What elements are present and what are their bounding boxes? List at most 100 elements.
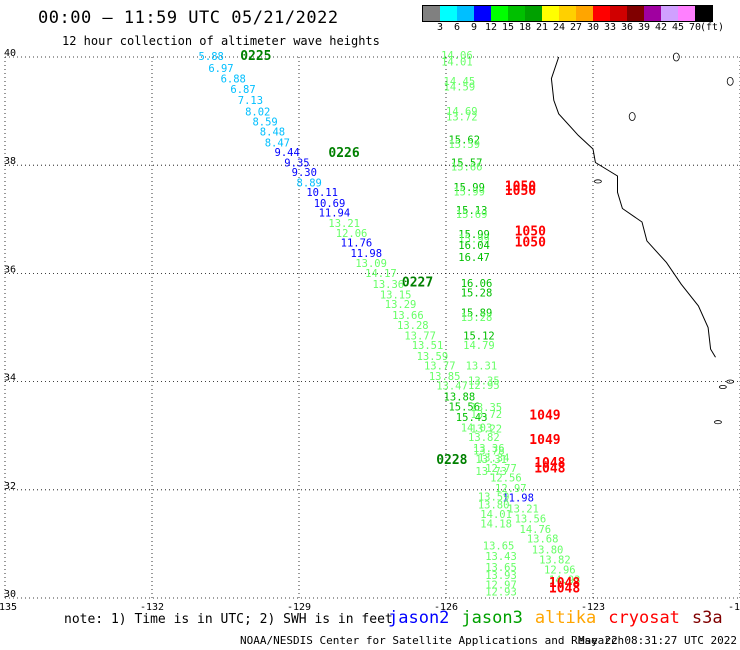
swh-value: 8.02 xyxy=(245,106,270,118)
swh-value: 13.93 xyxy=(485,570,517,582)
swh-value: 15.56 xyxy=(448,401,480,413)
satellite-name-altika: altika xyxy=(534,608,597,628)
pass-time-label: 0228 xyxy=(436,453,467,468)
swh-value: 13.78 xyxy=(473,446,505,458)
swh-value: 12.56 xyxy=(490,473,522,485)
swh-value: 12.96 xyxy=(544,565,576,577)
swh-value: 16.04 xyxy=(458,240,490,252)
swh-value: 15.43 xyxy=(456,412,488,424)
swh-value: 8.89 xyxy=(297,177,322,189)
legend-swatch xyxy=(474,6,491,21)
swh-value: 16.47 xyxy=(458,252,490,264)
pass-time-label: 1049 xyxy=(529,433,560,448)
pass-time-label: 0227 xyxy=(402,275,433,290)
swh-value: 13.82 xyxy=(539,554,571,566)
swh-value: 14.06 xyxy=(441,50,473,62)
lat-tick-label: 32 xyxy=(4,481,16,492)
pass-time-label: 1050 xyxy=(505,180,536,195)
swh-value: 13.68 xyxy=(527,533,559,545)
swh-value: 14.69 xyxy=(446,106,478,118)
swh-value: 14.01 xyxy=(480,509,512,521)
legend-tick-label: 36 xyxy=(620,22,634,33)
swh-value: 13.35 xyxy=(471,402,503,414)
satellite-name-jason3: jason3 xyxy=(461,608,523,628)
swh-value: 10.11 xyxy=(306,187,338,199)
swh-value: 9.35 xyxy=(284,157,309,169)
swh-value: 16.06 xyxy=(461,278,493,290)
swh-value: 13.56 xyxy=(515,513,547,525)
swh-value: 14.59 xyxy=(444,82,476,94)
swh-value: 12.77 xyxy=(485,463,517,475)
legend-tick-label: 15 xyxy=(501,22,515,33)
swh-value: 13.82 xyxy=(468,432,500,444)
swh-value: 12.97 xyxy=(495,483,527,495)
swh-value: 13.77 xyxy=(424,361,456,373)
swh-value: 7.13 xyxy=(238,95,263,107)
swh-value: 13.28 xyxy=(397,320,429,332)
pass-time-label: 0226 xyxy=(328,146,359,161)
swh-value: 13.59 xyxy=(478,492,510,504)
swh-value: 8.47 xyxy=(265,137,290,149)
swh-value: 15.28 xyxy=(461,312,493,324)
legend-tick-label: 3 xyxy=(436,22,444,33)
legend-swatch xyxy=(593,6,610,21)
swh-value: 15.28 xyxy=(461,288,493,300)
legend-swatch xyxy=(542,6,559,21)
swh-value: 5.88 xyxy=(199,51,224,63)
swh-value: 15.12 xyxy=(463,330,495,342)
legend-swatch xyxy=(525,6,542,21)
pass-time-label: 1049 xyxy=(529,408,560,423)
swh-value: 13.80 xyxy=(478,500,510,512)
swh-value: 13.59 xyxy=(417,351,449,363)
legend-tick-label: 39 xyxy=(637,22,651,33)
legend-swatch xyxy=(457,6,474,21)
legend-tick-label: 12 xyxy=(484,22,498,33)
swh-value: 14.03 xyxy=(461,422,493,434)
swh-value: 14.01 xyxy=(441,57,473,69)
legend-swatch xyxy=(610,6,627,21)
swh-value: 14.17 xyxy=(365,268,397,280)
swh-value: 15.99 xyxy=(453,182,485,194)
lat-tick-label: 34 xyxy=(4,373,16,384)
legend-tick-label: 33 xyxy=(603,22,617,33)
swh-value: 13.31 xyxy=(466,361,498,373)
lat-tick-label: 38 xyxy=(4,156,16,167)
swh-value: 13.21 xyxy=(328,218,360,230)
swh-value: 12.95 xyxy=(468,380,500,392)
lon-tick-label: -132 xyxy=(140,602,164,613)
swh-value: 13.31 xyxy=(475,454,507,466)
map-subtitle: 12 hour collection of altimeter wave hei… xyxy=(62,34,380,48)
swh-value: 15.89 xyxy=(461,308,493,320)
footer-note: note: 1) Time is in UTC; 2) SWH is in fe… xyxy=(64,612,393,627)
swh-value: 15.69 xyxy=(456,209,488,221)
swh-value: 13.36 xyxy=(473,443,505,455)
swh-value: 15.62 xyxy=(448,135,480,147)
swh-value: 14.79 xyxy=(463,340,495,352)
lon-tick-label: -123 xyxy=(581,602,605,613)
legend-swatch xyxy=(491,6,508,21)
swh-value: 15.99 xyxy=(458,234,490,246)
legend-tick-label: 24 xyxy=(552,22,566,33)
pass-time-label: 1048 xyxy=(549,576,580,591)
swh-value: 13.09 xyxy=(355,258,387,270)
island-outline xyxy=(714,420,722,425)
swh-value: 13.51 xyxy=(412,340,444,352)
lat-tick-label: 36 xyxy=(4,264,16,275)
swh-value: 9.44 xyxy=(275,147,300,159)
legend-swatch xyxy=(695,6,712,21)
lon-tick-label: -120 xyxy=(728,602,740,613)
swh-value: 13.65 xyxy=(483,540,515,552)
swh-value: 13.85 xyxy=(429,371,461,383)
swh-value: 12.93 xyxy=(485,586,517,598)
swh-value: 15.57 xyxy=(451,157,483,169)
swh-value: 13.15 xyxy=(380,289,412,301)
lat-tick-label: 40 xyxy=(4,48,16,59)
pass-time-label: 1050 xyxy=(515,235,546,250)
legend-swatch xyxy=(678,6,695,21)
swh-value: 6.88 xyxy=(221,73,246,85)
legend-swatch xyxy=(661,6,678,21)
coastline xyxy=(550,56,716,358)
swh-value: 8.59 xyxy=(252,117,277,129)
legend-swatch xyxy=(576,6,593,21)
